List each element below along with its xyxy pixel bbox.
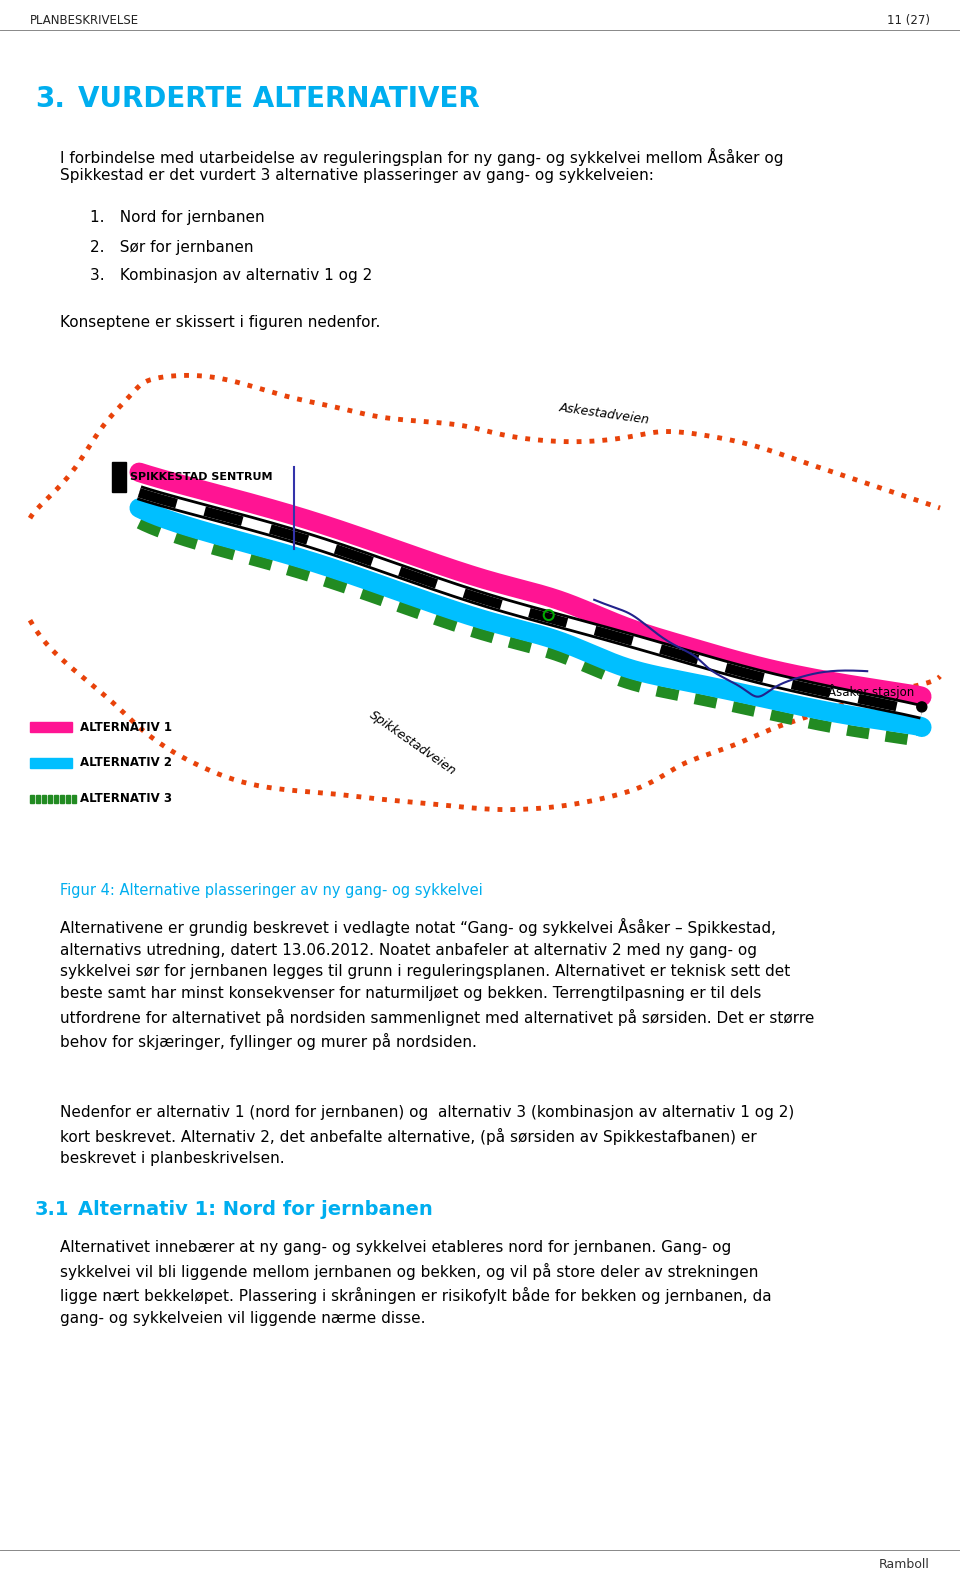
Bar [112,462,126,492]
Bar [42,795,46,803]
Text: PLANBESKRIVELSE: PLANBESKRIVELSE [30,14,139,27]
Circle shape [917,703,926,712]
Text: Ramboll: Ramboll [879,1558,930,1570]
Bar [30,795,34,803]
Bar [48,795,52,803]
Text: Askestadveien: Askestadveien [558,401,650,426]
Text: 3.1: 3.1 [35,1199,69,1218]
Bar [66,795,70,803]
Text: 3.: 3. [35,85,65,113]
Text: 3. Kombinasjon av alternativ 1 og 2: 3. Kombinasjon av alternativ 1 og 2 [90,267,372,283]
Text: I forbindelse med utarbeidelse av reguleringsplan for ny gang- og sykkelvei mell: I forbindelse med utarbeidelse av regule… [60,148,783,167]
Text: 11 (27): 11 (27) [887,14,930,27]
Text: VURDERTE ALTERNATIVER: VURDERTE ALTERNATIVER [78,85,480,113]
Bar [30,722,72,733]
Text: Spikkestad er det vurdert 3 alternative plasseringer av gang- og sykkelveien:: Spikkestad er det vurdert 3 alternative … [60,168,654,182]
Bar [60,795,64,803]
Bar [72,795,76,803]
Bar [54,795,58,803]
Text: SPIKKESTAD SENTRUM: SPIKKESTAD SENTRUM [130,473,273,483]
Text: Nedenfor er alternativ 1 (nord for jernbanen) og  alternativ 3 (kombinasjon av a: Nedenfor er alternativ 1 (nord for jernb… [60,1105,794,1166]
Bar [36,795,40,803]
Text: Alternativet innebærer at ny gang- og sykkelvei etableres nord for jernbanen. Ga: Alternativet innebærer at ny gang- og sy… [60,1240,772,1327]
Text: Figur 4: Alternative plasseringer av ny gang- og sykkelvei: Figur 4: Alternative plasseringer av ny … [60,883,483,898]
Text: 2. Sør for jernbanen: 2. Sør for jernbanen [90,241,253,255]
Text: ALTERNATIV 1: ALTERNATIV 1 [80,722,172,734]
Text: Konseptene er skissert i figuren nedenfor.: Konseptene er skissert i figuren nedenfo… [60,314,380,330]
Text: Spikkestadveien: Spikkestadveien [367,709,458,778]
Text: ALTERNATIV 3: ALTERNATIV 3 [80,792,172,805]
Text: Åsaker stasjon: Åsaker stasjon [828,684,914,700]
Text: Alternativene er grundig beskrevet i vedlagte notat “Gang- og sykkelvei Åsåker –: Alternativene er grundig beskrevet i ved… [60,918,814,1050]
Text: ALTERNATIV 2: ALTERNATIV 2 [80,756,172,770]
Text: Alternativ 1: Nord for jernbanen: Alternativ 1: Nord for jernbanen [78,1199,433,1218]
Text: 1. Nord for jernbanen: 1. Nord for jernbanen [90,211,265,225]
Bar [30,758,72,769]
